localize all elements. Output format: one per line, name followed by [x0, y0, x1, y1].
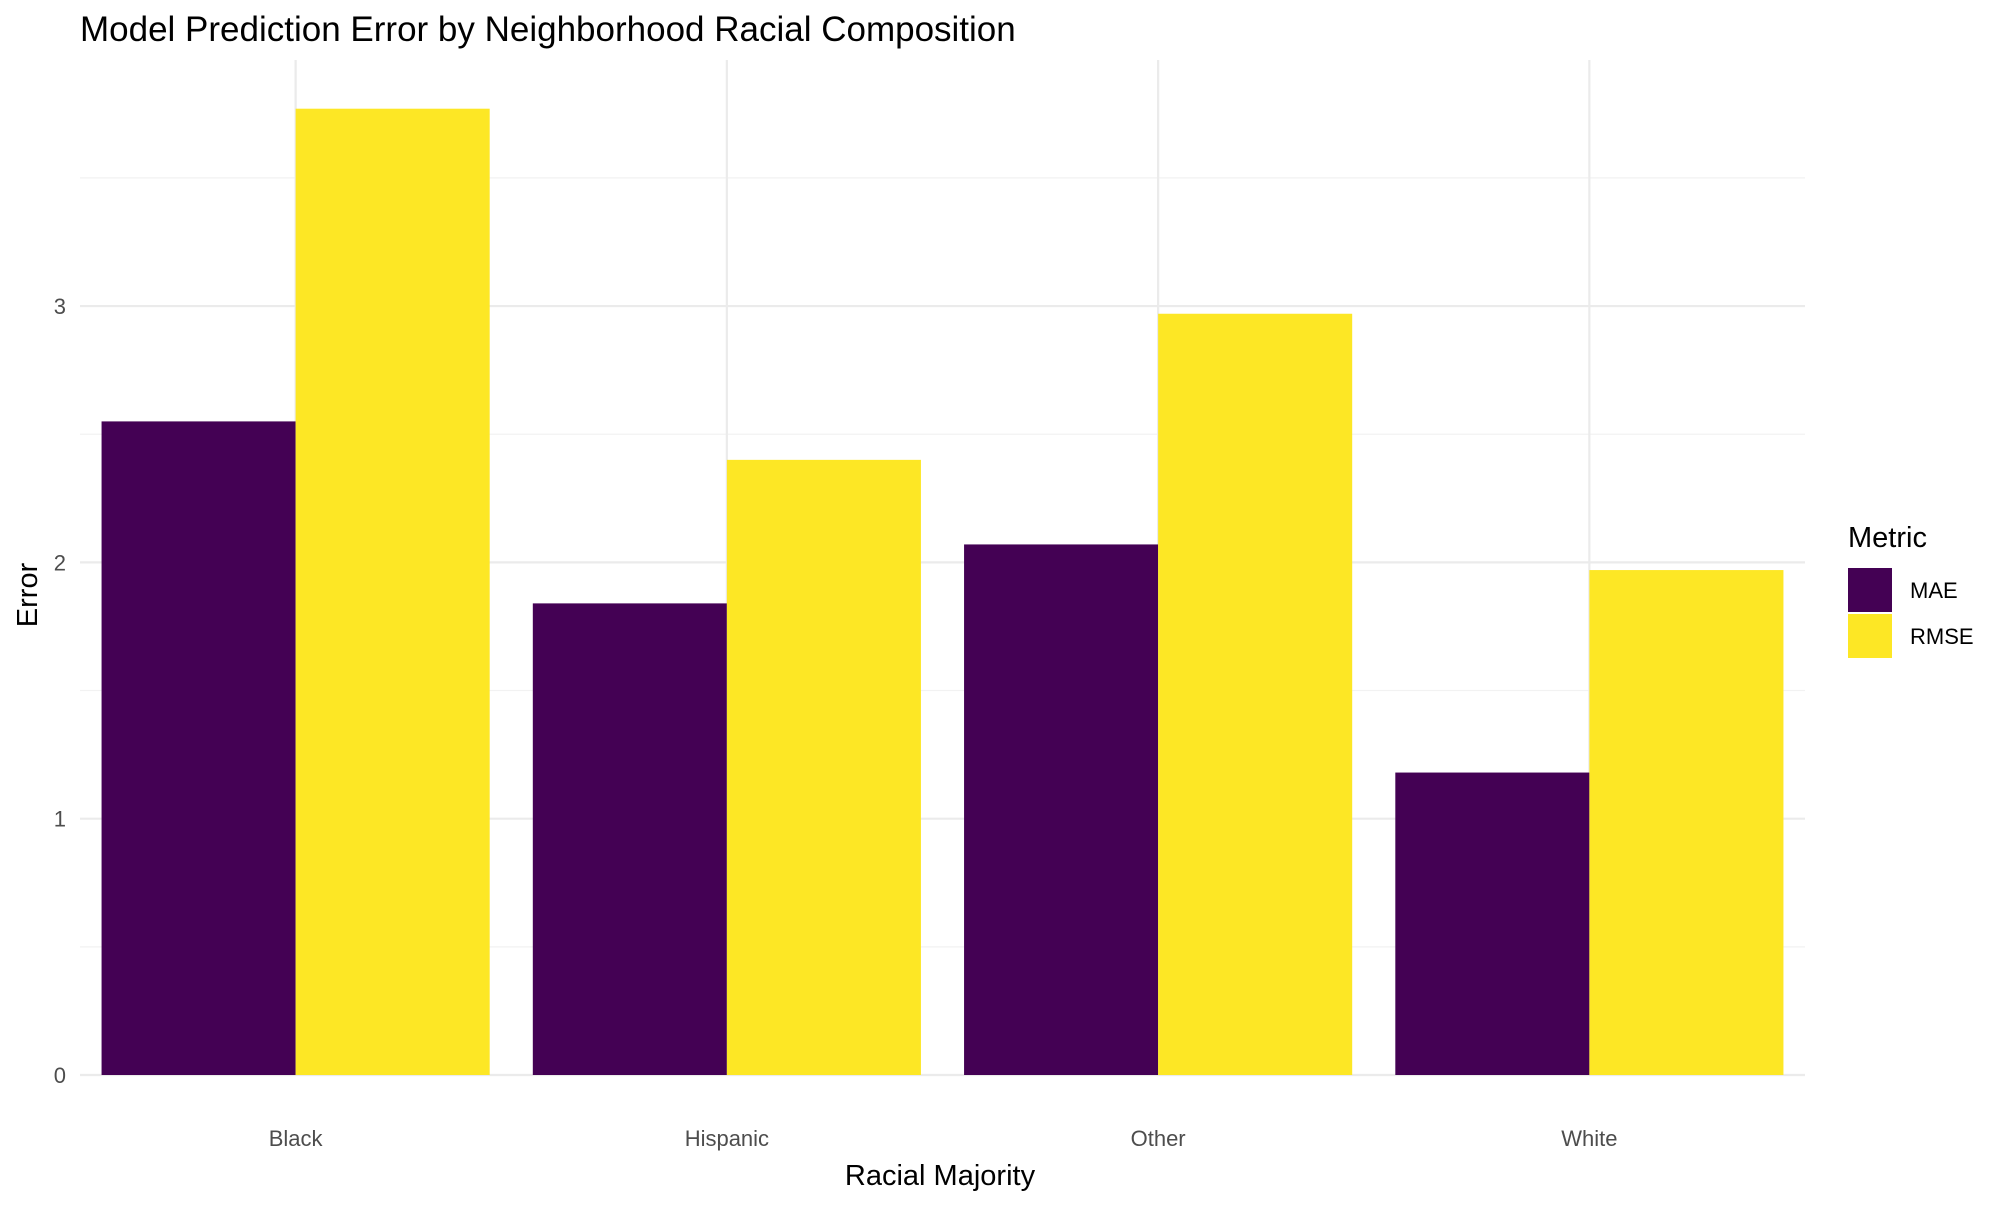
bar-white-rmse [1589, 570, 1784, 1075]
y-axis-ticks: 0 1 2 3 [54, 294, 66, 1088]
legend: Metric MAE RMSE [1848, 522, 1974, 658]
y-tick-label: 0 [54, 1063, 66, 1088]
y-axis-title: Error [12, 562, 44, 627]
bar-other-mae [964, 544, 1159, 1075]
legend-items: MAE RMSE [1848, 568, 1974, 658]
y-tick-label: 2 [54, 550, 66, 575]
bar-other-rmse [1158, 313, 1353, 1075]
bar-hispanic-rmse [726, 459, 921, 1075]
bar-black-mae [101, 421, 296, 1076]
legend-swatch-rmse [1848, 614, 1892, 658]
bar-hispanic-mae [532, 603, 727, 1075]
x-tick-label: Other [1131, 1126, 1186, 1151]
bars [101, 108, 1784, 1076]
bar-white-mae [1395, 772, 1590, 1075]
chart-title: Model Prediction Error by Neighborhood R… [80, 10, 1016, 49]
x-tick-label: Hispanic [685, 1126, 769, 1151]
legend-title: Metric [1848, 522, 1927, 554]
legend-label-mae: MAE [1910, 578, 1958, 603]
x-tick-label: Black [269, 1126, 324, 1151]
y-tick-label: 1 [54, 807, 66, 832]
x-tick-label: White [1561, 1126, 1617, 1151]
legend-swatch-mae [1848, 568, 1892, 612]
x-axis-ticks: Black Hispanic Other White [269, 1126, 1618, 1151]
y-tick-label: 3 [54, 294, 66, 319]
x-axis-title: Racial Majority [845, 1160, 1036, 1192]
legend-label-rmse: RMSE [1910, 624, 1974, 649]
bar-black-rmse [295, 108, 490, 1076]
